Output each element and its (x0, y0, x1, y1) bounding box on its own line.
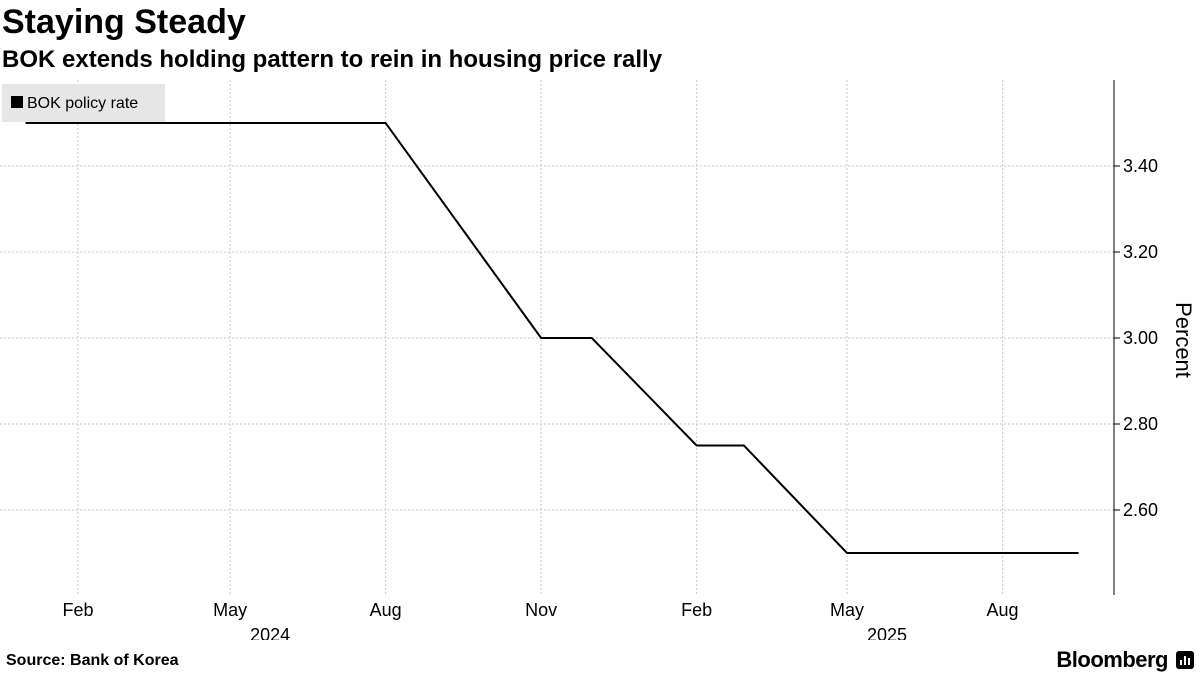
y-tick-label: 2.60 (1123, 500, 1158, 520)
y-tick-label: 3.00 (1123, 328, 1158, 348)
legend-swatch (11, 96, 23, 108)
y-axis-ticks: 2.60 2.80 3.00 3.20 3.40 (1114, 156, 1158, 520)
source-note: Source: Bank of Korea (6, 652, 179, 669)
legend: BOK policy rate (2, 84, 165, 122)
series-line-bok-policy-rate (25, 122, 1079, 554)
x-tick-label: May (830, 600, 864, 620)
gridlines (0, 80, 1114, 595)
y-tick-label: 3.20 (1123, 242, 1158, 262)
x-tick-label: Aug (370, 600, 402, 620)
y-axis-label: Percent (1171, 302, 1196, 378)
y-tick-label: 3.40 (1123, 156, 1158, 176)
x-tick-label: Nov (525, 600, 557, 620)
legend-background (2, 84, 165, 122)
x-tick-label: Aug (987, 600, 1019, 620)
bloomberg-chart-icon (1176, 651, 1194, 669)
series-layer (25, 122, 1079, 554)
chart-title: Staying Steady (2, 3, 246, 41)
legend-label: BOK policy rate (27, 95, 138, 112)
y-tick-label: 2.80 (1123, 414, 1158, 434)
x-year-label: 2025 (867, 625, 907, 640)
x-tick-label: Feb (62, 600, 93, 620)
bloomberg-logo: Bloomberg (1056, 647, 1168, 672)
chart-subtitle: BOK extends holding pattern to rein in h… (2, 46, 663, 73)
x-tick-label: Feb (681, 600, 712, 620)
x-year-label: 2024 (250, 625, 290, 640)
x-tick-label: May (213, 600, 247, 620)
